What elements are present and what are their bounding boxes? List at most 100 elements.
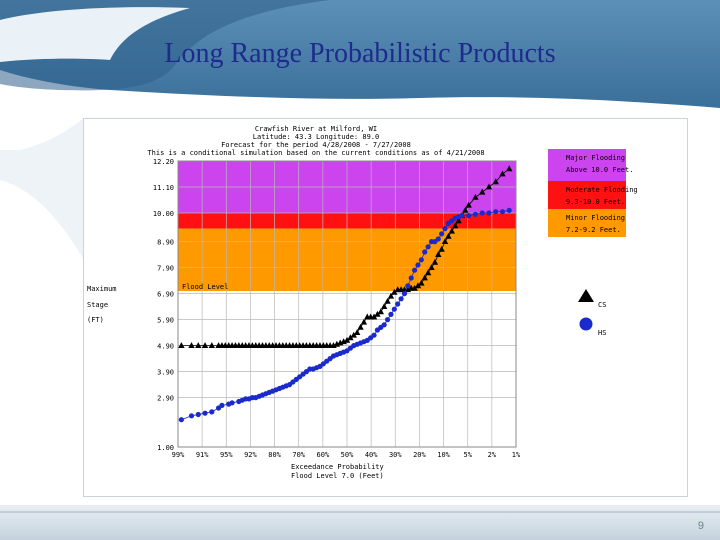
- series-cs-point: [391, 288, 398, 295]
- series-cs-point: [451, 222, 459, 229]
- plot-area-border: [177, 160, 517, 448]
- series-hs-point: [472, 211, 479, 217]
- flood-level-label: Flood Level: [182, 283, 228, 291]
- x-tick-label: 5%: [463, 451, 472, 459]
- x-tick-label: 70%: [292, 451, 305, 459]
- legend-box-moderate: [548, 181, 626, 209]
- legend-label-minor: Minor Flooding: [566, 214, 625, 222]
- x-tick-label: 2%: [488, 451, 497, 459]
- series-hs-point: [459, 213, 465, 219]
- legend-label-major: Above 10.0 Feet.: [566, 166, 633, 174]
- series-cs-point: [424, 269, 432, 276]
- series-cs-point: [374, 310, 381, 317]
- x-axis-label-line-1: Exceedance Probability: [291, 463, 384, 471]
- series-cs-point: [380, 303, 388, 309]
- chart: Crawfish River at Milford, WI Latitude: …: [87, 125, 638, 480]
- legend-hs-label: HS: [598, 329, 606, 337]
- x-tick-label: 60%: [317, 451, 330, 459]
- series-cs-point: [360, 318, 368, 325]
- y-tick-label: 7.90: [157, 265, 174, 273]
- y-axis-label: Maximum Stage (FT): [87, 285, 117, 324]
- series-cs-point: [485, 183, 493, 190]
- series-hs-point: [209, 409, 215, 415]
- y-tick-label: 4.90: [157, 343, 174, 351]
- series-cs-point: [208, 342, 215, 348]
- series-cs-point: [462, 206, 469, 213]
- series-cs-point: [431, 258, 439, 265]
- y-tick-label: 1.00: [157, 444, 174, 452]
- chart-title-line-4: This is a conditional simulation based o…: [147, 149, 484, 157]
- y-tick-label: 10.00: [153, 210, 174, 218]
- series-hs-point: [499, 209, 506, 215]
- y-tick-label: 11.10: [153, 184, 174, 192]
- chart-title-line-2: Latitude: 43.3 Longitude: 89.0: [253, 133, 379, 141]
- x-tick-label: 10%: [437, 451, 450, 459]
- series-cs-point: [347, 334, 354, 341]
- x-axis-label-line-2: Flood Level 7.0 (Feet): [291, 472, 384, 480]
- x-tick-label: 95%: [220, 451, 233, 459]
- chart-title-line-1: Crawfish River at Milford, WI: [255, 125, 377, 133]
- series-hs-point: [219, 402, 225, 408]
- series-cs-point: [370, 313, 378, 320]
- chart-grid: [177, 160, 517, 448]
- series-cs-point: [387, 292, 395, 299]
- y-axis-label-line-2: Stage: [87, 301, 108, 309]
- series-cs-point: [353, 329, 361, 335]
- x-tick-label: 80%: [268, 451, 281, 459]
- series-cs-point: [472, 193, 479, 200]
- series-hs-point: [442, 226, 448, 232]
- series-hs: [178, 207, 512, 423]
- y-axis-label-line-1: Maximum: [87, 285, 117, 293]
- series-hs-point: [398, 296, 404, 302]
- legend-label-minor: 7.2-9.2 Feet.: [566, 226, 621, 234]
- y-tick-label: 6.90: [157, 291, 174, 299]
- series-cs-point: [178, 342, 185, 348]
- series-cs-point: [479, 188, 486, 195]
- series-hs-point: [425, 244, 431, 250]
- series-cs-point: [188, 342, 195, 348]
- series-hs-point: [439, 231, 445, 237]
- x-tick-label: 20%: [413, 451, 426, 459]
- series-cs-point: [448, 227, 455, 234]
- series-hs-point: [229, 400, 235, 406]
- series-cs-point: [201, 342, 209, 348]
- flood-zone-legend: Major Flooding Above 10.0 Feet. Moderate F…: [548, 149, 638, 237]
- series-cs-point: [343, 336, 351, 343]
- series-hs-point: [202, 410, 208, 416]
- slide-title: Long Range Probabilistic Products: [164, 38, 556, 69]
- series-cs-point: [377, 308, 384, 315]
- series-cs-point: [195, 342, 202, 348]
- series-cs-point: [414, 282, 422, 289]
- series-cs-point: [418, 279, 425, 286]
- series-cs-point: [445, 232, 452, 239]
- series-cs-point: [499, 170, 506, 177]
- series-hs-point: [415, 262, 421, 268]
- series-cs: [178, 165, 513, 348]
- series-hs-point: [418, 257, 424, 263]
- legend-box-major: [548, 149, 626, 181]
- x-tick-label: 1%: [512, 451, 521, 459]
- series-cs-point: [455, 217, 462, 224]
- series-cs-point: [441, 238, 449, 244]
- chart-title: Crawfish River at Milford, WI Latitude: …: [147, 125, 484, 157]
- y-tick-label: 8.90: [157, 239, 174, 247]
- series-cs-point: [357, 323, 364, 330]
- series-hs-point: [178, 417, 184, 423]
- series-hs-point: [405, 283, 411, 289]
- x-tick-label: 91%: [196, 451, 209, 459]
- series-legend: CS HS: [578, 289, 606, 337]
- series-hs-point: [493, 209, 499, 215]
- x-tick-label: 40%: [365, 451, 378, 459]
- series-hs-point: [371, 332, 377, 338]
- legend-cs-marker: [578, 289, 594, 302]
- page-number: 9: [697, 520, 704, 532]
- series-cs-point: [421, 274, 428, 281]
- chart-frame: Crawfish River at Milford, WI Latitude: …: [83, 118, 688, 497]
- y-axis-label-line-3: (FT): [87, 316, 104, 324]
- legend-label-moderate: Moderate Flooding: [566, 186, 638, 194]
- series-hs-point: [486, 210, 492, 216]
- y-tick-label: 2.90: [157, 395, 174, 403]
- series-cs-point: [428, 264, 435, 270]
- series-cs-point: [492, 178, 499, 185]
- series-hs-point: [381, 322, 387, 328]
